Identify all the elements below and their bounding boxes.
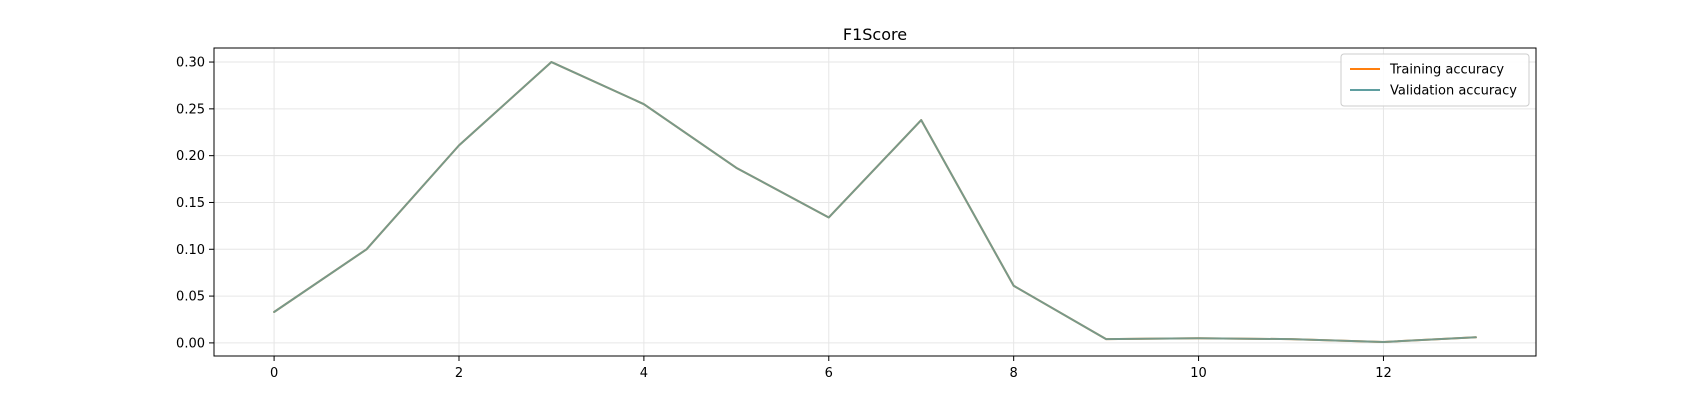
series-line-1 [273, 61, 1477, 343]
x-tick-label: 10 [1190, 366, 1207, 381]
legend-label: Training accuracy [1389, 63, 1504, 78]
axis-ticks: 0 2 4 6 8 10 12 0.00 0.05 0.10 0.15 0.20 0.25 0.30 [176, 56, 1392, 381]
y-tick-label: 0.30 [176, 56, 205, 71]
grid-lines [214, 48, 1536, 356]
x-tick-label: 6 [825, 366, 833, 381]
x-tick-label: 2 [455, 366, 463, 381]
series-lines [273, 61, 1477, 343]
x-tick-label: 4 [640, 366, 648, 381]
y-tick-label: 0.00 [176, 336, 205, 351]
legend-label: Validation accuracy [1390, 84, 1517, 99]
x-tick-label: 12 [1375, 366, 1392, 381]
x-tick-label: 0 [270, 366, 278, 381]
x-tick-label: 8 [1010, 366, 1018, 381]
y-tick-label: 0.20 [176, 149, 205, 164]
y-tick-label: 0.25 [176, 102, 205, 117]
y-tick-label: 0.10 [176, 243, 205, 258]
legend-box [1340, 53, 1530, 107]
chart-title: F1Score [843, 25, 907, 44]
y-tick-label: 0.05 [176, 290, 205, 305]
legend: Training accuracy Validation accuracy [1340, 53, 1530, 107]
y-tick-label: 0.15 [176, 196, 205, 211]
